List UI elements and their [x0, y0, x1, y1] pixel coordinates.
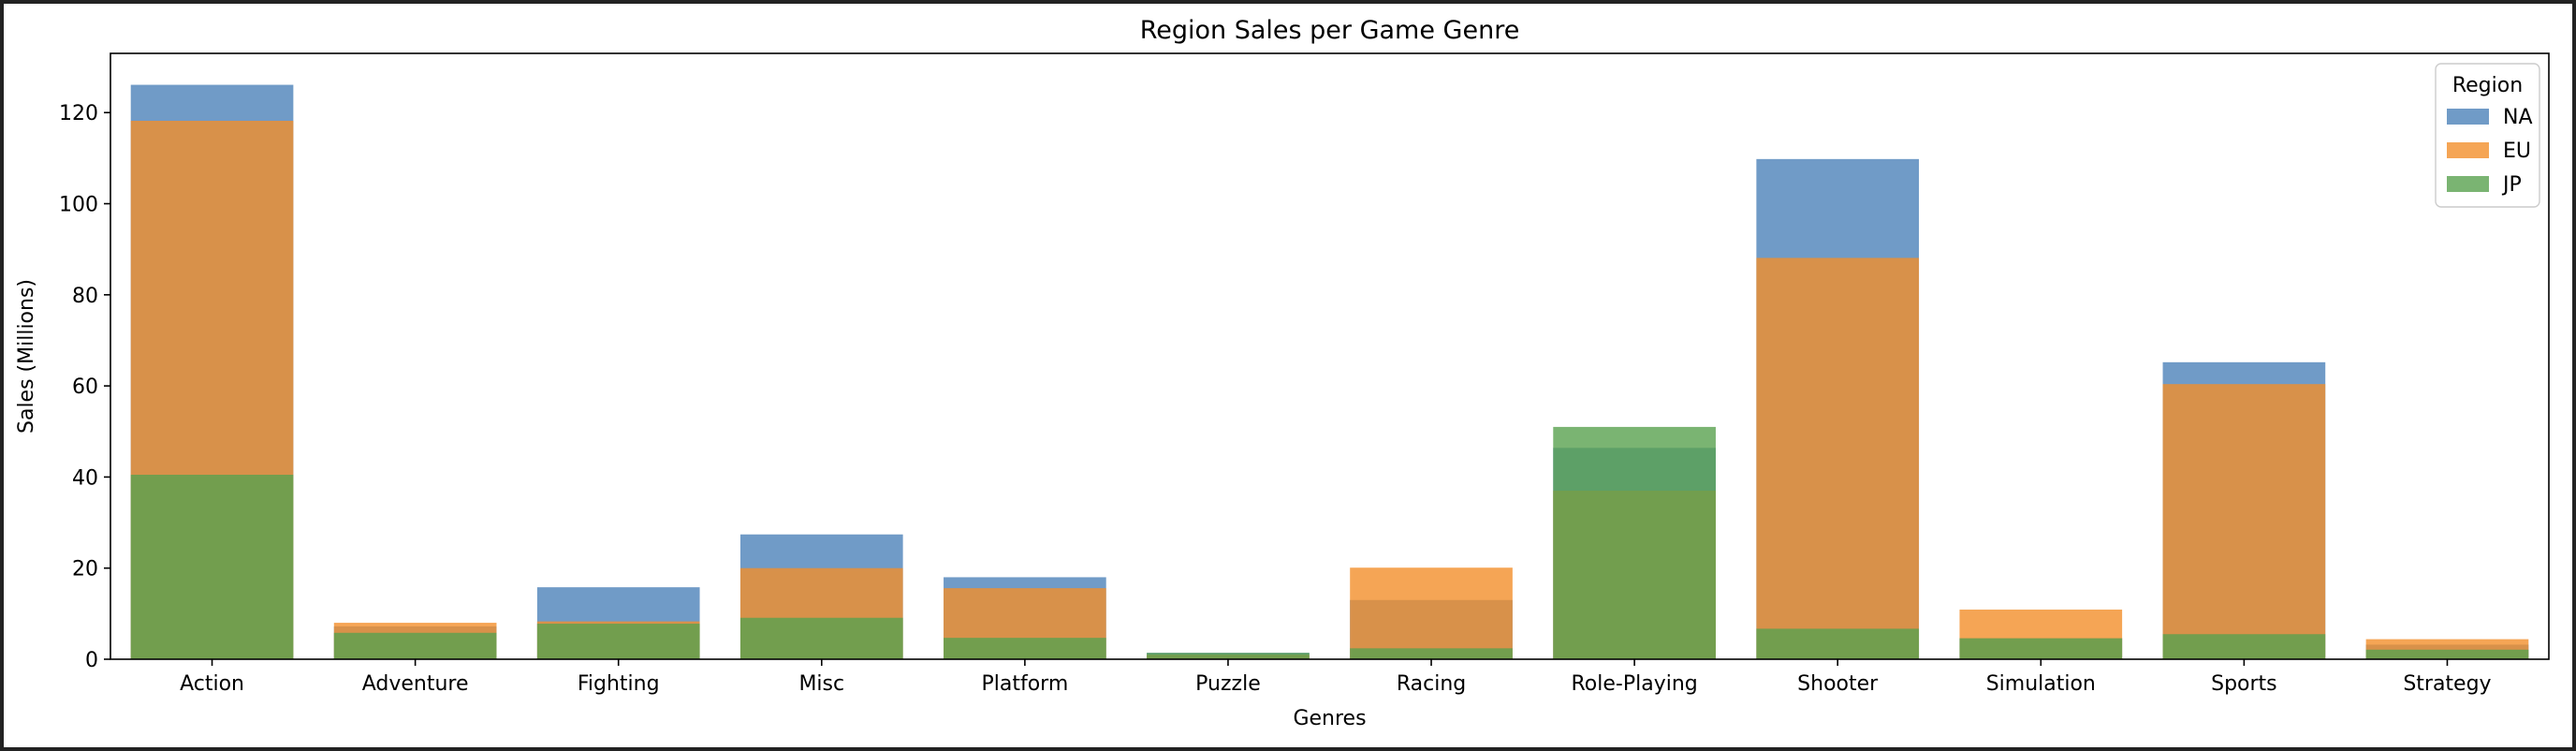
bar-chart: Region Sales per Game Genre 0 20 40 60 80 100 1… — [15, 16, 2550, 730]
chart-frame: Region Sales per Game Genre 0 20 40 60 80 100 1… — [4, 4, 2572, 747]
x-tick-label: Role-Playing — [1572, 672, 1698, 696]
y-axis-label: Sales (Millions) — [15, 279, 38, 434]
x-tick-label: Sports — [2211, 672, 2277, 696]
bar-jp-strategy — [2365, 649, 2529, 659]
y-tick-label: 100 — [59, 194, 98, 217]
x-axis-label: Genres — [1293, 707, 1366, 730]
y-tick-label: 0 — [85, 649, 98, 672]
x-tick-label: Racing — [1397, 672, 1466, 696]
bar-jp-fighting — [536, 624, 700, 659]
legend-swatch-na — [2447, 109, 2489, 125]
chart-title: Region Sales per Game Genre — [1140, 16, 1520, 45]
x-tick-label: Fighting — [578, 672, 660, 696]
legend-label-na: NA — [2503, 106, 2533, 129]
y-tick-label: 20 — [72, 558, 98, 582]
bar-jp-adventure — [333, 632, 497, 659]
x-tick-label: Strategy — [2403, 672, 2491, 696]
bar-eu-racing — [1350, 567, 1513, 659]
plot-area-border — [110, 52, 2550, 660]
legend-label-eu: EU — [2503, 140, 2531, 163]
bar-jp-puzzle — [1147, 653, 1310, 659]
bar-jp-simulation — [1959, 638, 2123, 659]
y-tick-label: 40 — [72, 466, 98, 490]
y-tick-label: 80 — [72, 285, 98, 308]
bar-jp-platform — [944, 638, 1106, 659]
x-tick-label: Simulation — [1986, 672, 2096, 696]
bar-jp-misc — [739, 617, 903, 659]
legend-swatch-jp — [2447, 176, 2489, 192]
x-tick-label: Shooter — [1797, 672, 1879, 696]
x-tick-label: Adventure — [362, 672, 469, 696]
x-tick-label: Puzzle — [1195, 672, 1261, 696]
x-tick-label: Platform — [981, 672, 1068, 696]
bar-eu-shooter — [1756, 258, 1920, 659]
legend-title: Region — [2452, 74, 2523, 97]
y-tick-label: 120 — [59, 102, 98, 125]
y-tick-label: 60 — [72, 376, 98, 399]
bar-eu-sports — [2162, 384, 2326, 659]
legend-box — [2435, 63, 2540, 208]
bar-jp-shooter — [1756, 628, 1920, 659]
x-tick-label: Action — [180, 672, 244, 696]
bar-jp-action — [130, 474, 294, 659]
x-tick-label: Misc — [798, 672, 844, 696]
legend-label-jp: JP — [2501, 173, 2522, 197]
legend-swatch-eu — [2447, 142, 2489, 158]
bar-jp-racing — [1350, 648, 1513, 659]
bar-jp-sports — [2162, 634, 2326, 659]
bar-jp-role-playing — [1553, 426, 1716, 659]
